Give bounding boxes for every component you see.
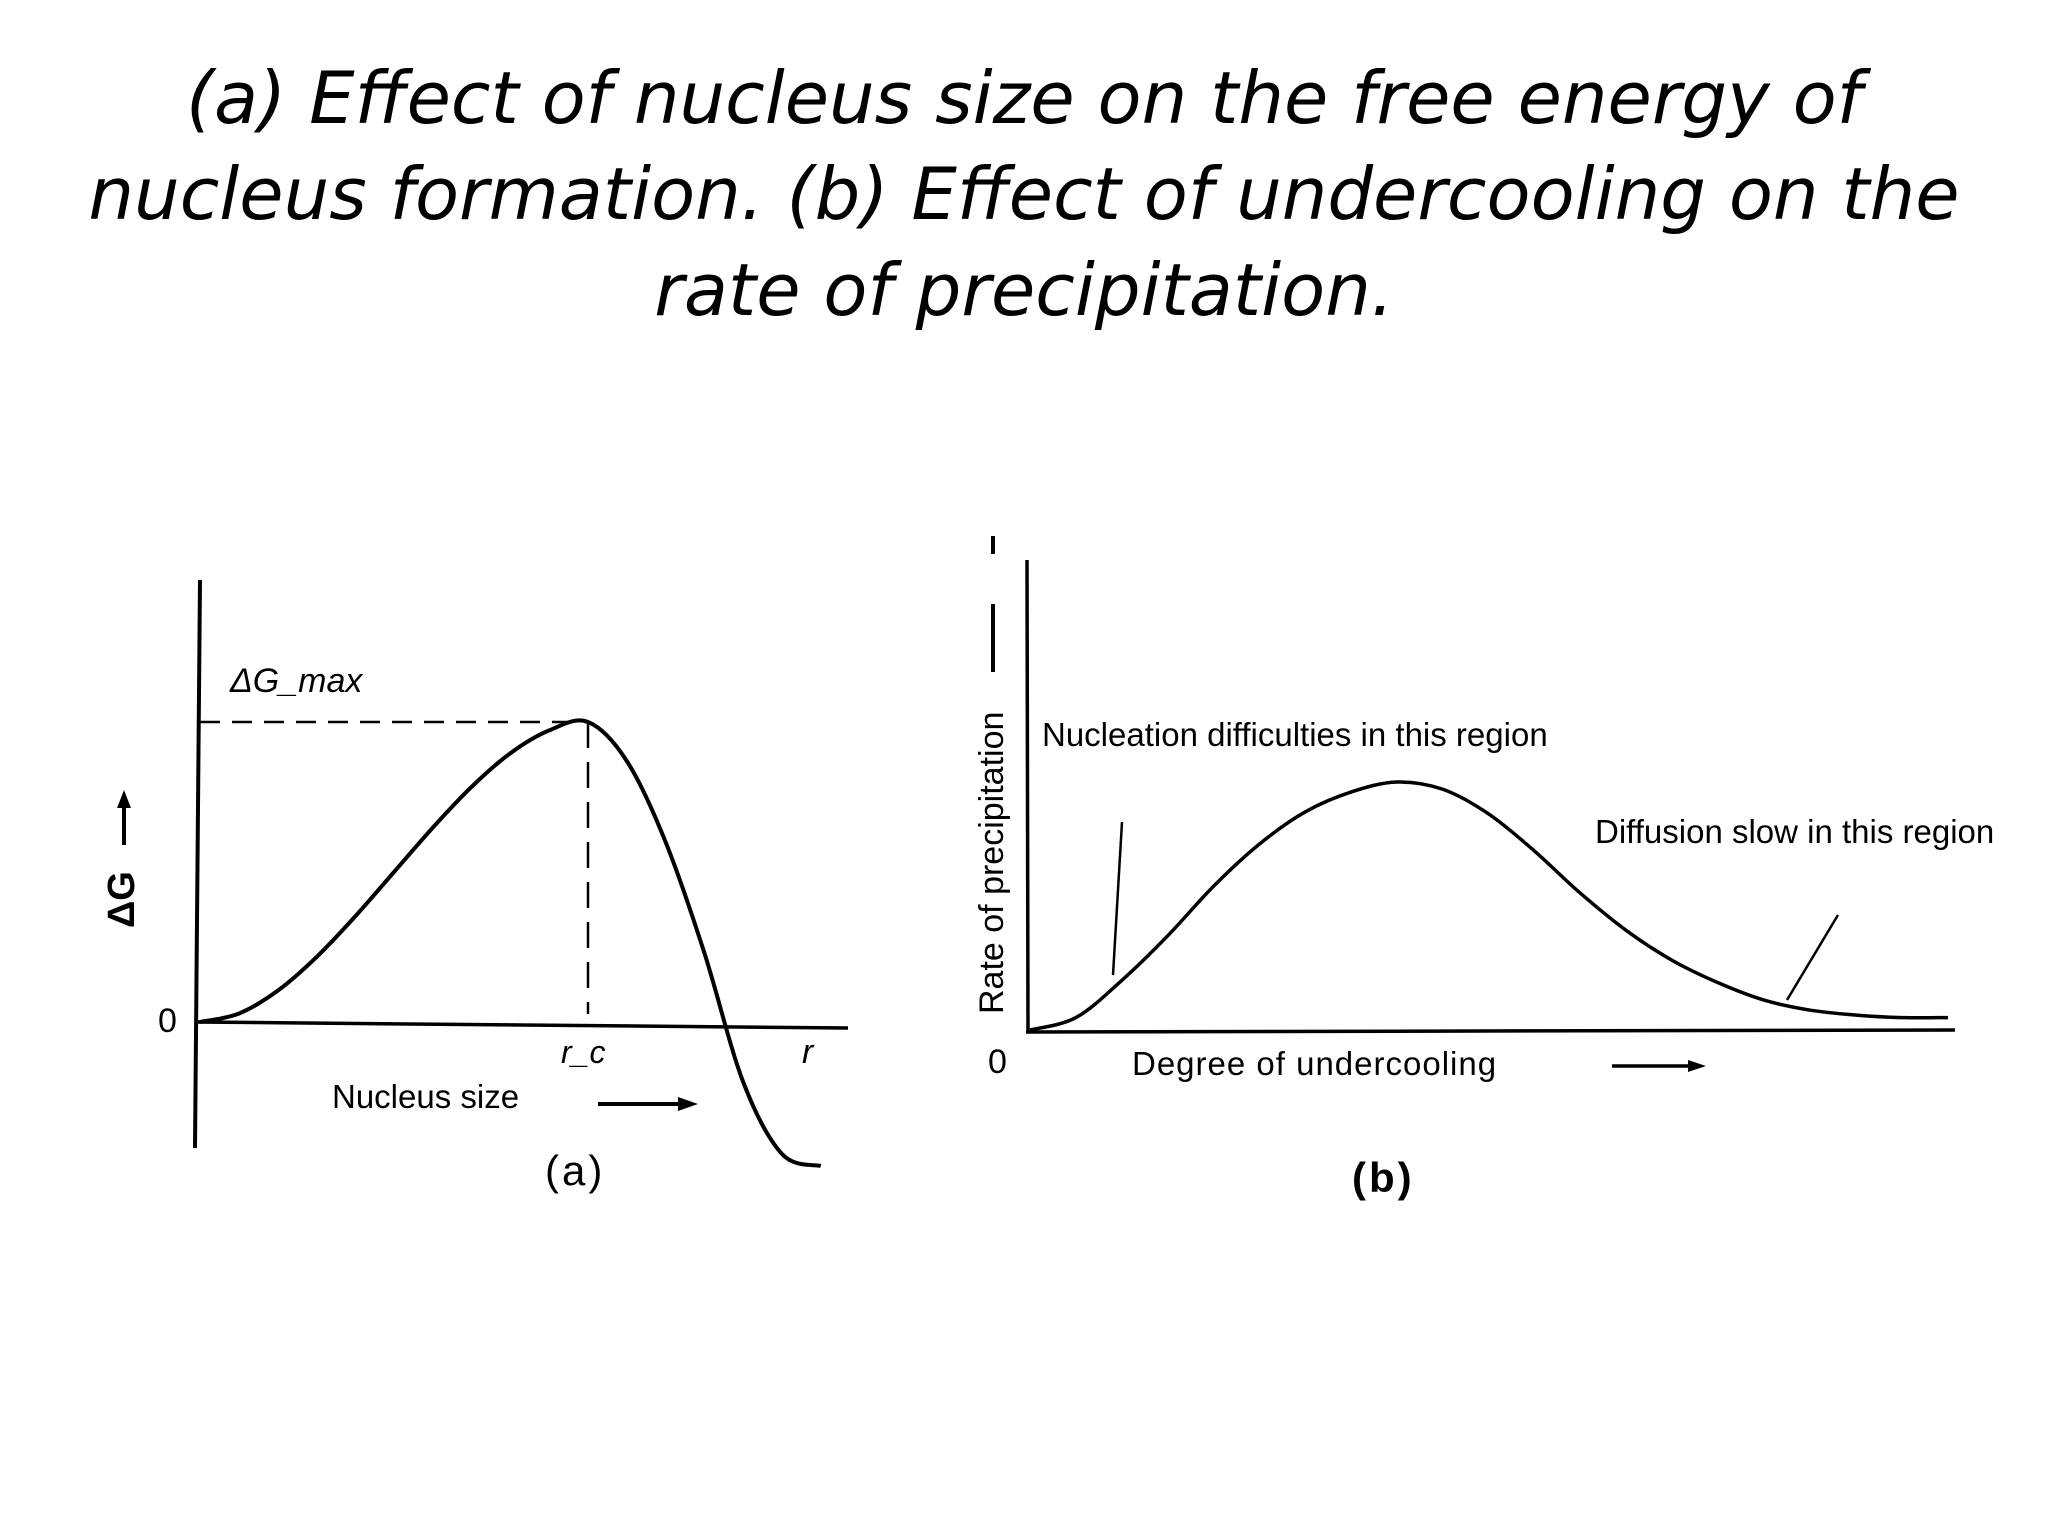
panel-b-y-tick-zero: 0 bbox=[988, 1043, 1007, 1081]
panel-b-curve bbox=[1029, 780, 1949, 1032]
panel-b-y-axis-label: Rate of precipitation bbox=[973, 712, 1011, 1014]
panel-a-label: (a) bbox=[545, 1147, 605, 1194]
panel-b-nucleation-annotation: Nucleation difficulties in this region bbox=[1042, 716, 1548, 753]
panel-a-x-axis-arrow-icon bbox=[598, 1097, 698, 1111]
panel-b-diffusion-annotation: Diffusion slow in this region bbox=[1595, 813, 1994, 850]
panel-a-curve bbox=[199, 718, 822, 1168]
panel-a-x-tick-rc: r_c bbox=[561, 1034, 605, 1070]
panel-a-delta-g-max-label: ΔG_max bbox=[229, 662, 363, 700]
panel-a-x-axis-label: Nucleus size bbox=[332, 1078, 519, 1115]
panel-a-y-axis-label: ΔG bbox=[101, 871, 143, 928]
panel-b-x-axis-arrow-icon bbox=[1612, 1060, 1706, 1072]
panel-a-delta-g-max-text: ΔG_max bbox=[229, 662, 363, 700]
panel-b-diffusion-leader-line bbox=[1785, 914, 1840, 1001]
panel-a: 0 ΔG ΔG_max r_c r Nucleus size (a) bbox=[101, 579, 849, 1194]
panel-a-x-axis bbox=[194, 1020, 849, 1030]
panel-a-x-tick-r: r bbox=[802, 1033, 815, 1071]
panel-a-y-axis-arrow-icon bbox=[117, 790, 131, 845]
panel-b-nucleation-annotation-text: Nucleation difficulties in this region bbox=[1042, 716, 1548, 753]
panel-b-label: (b) bbox=[1352, 1154, 1415, 1201]
panel-b-x-axis-label: Degree of undercooling bbox=[1132, 1045, 1497, 1082]
panel-b: 0 Rate of precipitation Nucleation diffi… bbox=[973, 536, 1994, 1201]
panel-b-nucleation-leader-line bbox=[1111, 821, 1124, 976]
panel-a-x-tick-rc-text: r_c bbox=[561, 1034, 605, 1070]
panel-a-y-axis bbox=[193, 579, 202, 1149]
slide-title: (a) Effect of nucleus size on the free e… bbox=[88, 56, 1960, 332]
panel-b-diffusion-annotation-text: Diffusion slow in this region bbox=[1595, 813, 1994, 850]
panel-b-x-axis bbox=[1025, 1028, 1956, 1034]
panel-b-y-axis bbox=[1025, 559, 1030, 1033]
panel-a-y-tick-zero: 0 bbox=[158, 1002, 177, 1040]
